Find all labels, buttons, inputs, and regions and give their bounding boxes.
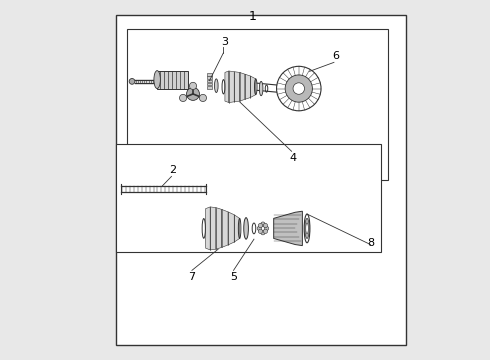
Polygon shape bbox=[228, 212, 234, 245]
Circle shape bbox=[285, 75, 313, 102]
Ellipse shape bbox=[154, 71, 160, 89]
Bar bbox=[116, 144, 381, 252]
Bar bbox=[126, 30, 389, 180]
Circle shape bbox=[257, 226, 262, 230]
Polygon shape bbox=[216, 208, 221, 249]
Polygon shape bbox=[229, 71, 234, 103]
Polygon shape bbox=[245, 74, 250, 99]
Polygon shape bbox=[210, 207, 216, 250]
Circle shape bbox=[261, 230, 265, 235]
Bar bbox=[116, 15, 406, 345]
Ellipse shape bbox=[215, 79, 218, 93]
Circle shape bbox=[190, 82, 196, 90]
Text: 3: 3 bbox=[220, 37, 228, 46]
Ellipse shape bbox=[305, 219, 309, 238]
Polygon shape bbox=[205, 207, 210, 250]
Bar bbox=[207, 86, 212, 89]
Text: 1: 1 bbox=[248, 10, 256, 23]
Ellipse shape bbox=[259, 81, 263, 96]
Circle shape bbox=[258, 224, 263, 228]
Circle shape bbox=[261, 222, 265, 226]
Circle shape bbox=[258, 229, 263, 233]
Polygon shape bbox=[225, 71, 229, 103]
Text: 7: 7 bbox=[188, 272, 196, 282]
Circle shape bbox=[276, 66, 321, 111]
Circle shape bbox=[265, 226, 269, 230]
Ellipse shape bbox=[306, 223, 308, 234]
Polygon shape bbox=[234, 72, 240, 102]
Ellipse shape bbox=[304, 214, 310, 243]
Circle shape bbox=[263, 224, 268, 228]
Polygon shape bbox=[274, 211, 302, 246]
Circle shape bbox=[263, 229, 268, 233]
Text: 8: 8 bbox=[367, 238, 374, 248]
Circle shape bbox=[199, 94, 206, 102]
Polygon shape bbox=[234, 215, 240, 242]
Circle shape bbox=[179, 94, 187, 102]
Polygon shape bbox=[250, 76, 256, 98]
Polygon shape bbox=[221, 210, 228, 247]
Text: 5: 5 bbox=[230, 272, 237, 282]
Text: 2: 2 bbox=[169, 165, 176, 175]
Bar bbox=[207, 76, 212, 79]
Polygon shape bbox=[240, 72, 245, 101]
Circle shape bbox=[129, 78, 135, 84]
Circle shape bbox=[293, 83, 304, 94]
Bar bbox=[157, 71, 188, 89]
Text: 6: 6 bbox=[332, 51, 339, 61]
Text: 4: 4 bbox=[290, 153, 296, 163]
Ellipse shape bbox=[244, 218, 248, 239]
Bar bbox=[207, 83, 212, 85]
Circle shape bbox=[187, 87, 199, 100]
Bar bbox=[207, 80, 212, 82]
Bar bbox=[207, 73, 212, 76]
